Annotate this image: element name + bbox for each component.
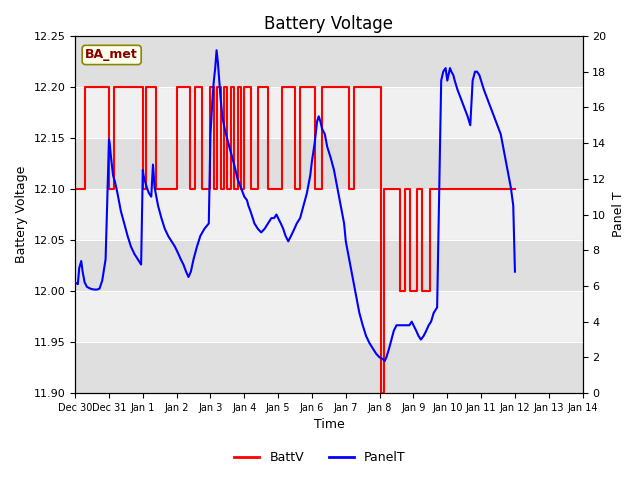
Title: Battery Voltage: Battery Voltage bbox=[264, 15, 394, 33]
Bar bbox=[75, 36, 582, 87]
X-axis label: Time: Time bbox=[314, 419, 344, 432]
Bar bbox=[75, 138, 582, 189]
Text: BA_met: BA_met bbox=[85, 48, 138, 61]
Bar bbox=[75, 342, 582, 393]
Bar bbox=[75, 240, 582, 291]
Legend: BattV, PanelT: BattV, PanelT bbox=[229, 446, 411, 469]
Y-axis label: Panel T: Panel T bbox=[612, 192, 625, 237]
Y-axis label: Battery Voltage: Battery Voltage bbox=[15, 166, 28, 263]
